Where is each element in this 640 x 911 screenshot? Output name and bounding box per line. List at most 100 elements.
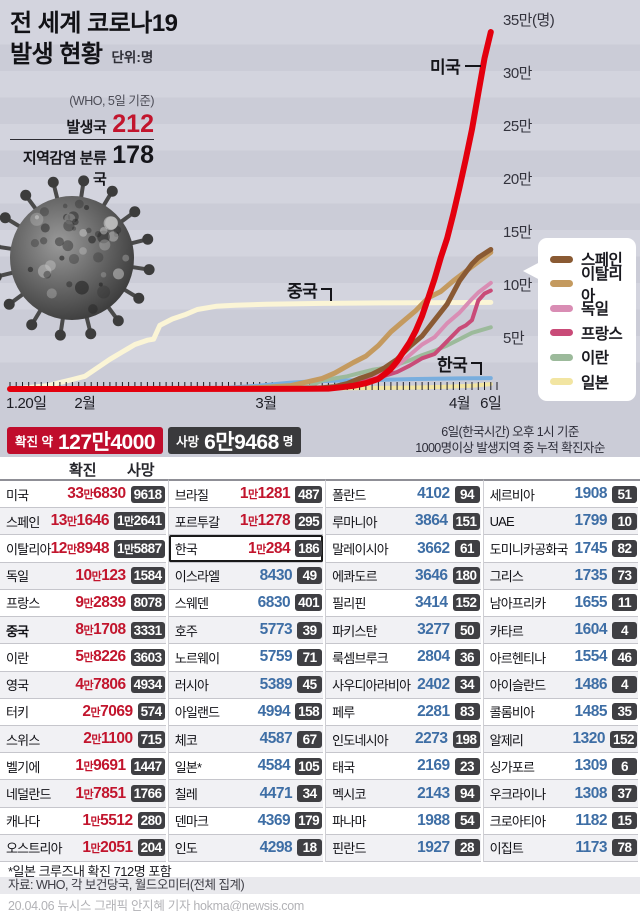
confirmed-count: 1604 xyxy=(574,621,608,639)
deaths-total-label: 사망 xyxy=(176,435,200,449)
death-count-badge: 151 xyxy=(452,512,480,530)
confirmed-count: 12만8948 xyxy=(50,539,110,557)
x-axis-tick: 3월 xyxy=(255,395,277,412)
country-name: 멕시코 xyxy=(332,787,366,803)
confirmed-count: 2804 xyxy=(417,648,450,666)
country-name: 콜롬비아 xyxy=(489,705,535,721)
country-name: 도미니카공화국 xyxy=(489,542,569,558)
death-count-badge: 6 xyxy=(612,757,637,775)
table-row: 말레이시아 3662 61 xyxy=(326,535,481,563)
table-row: 중국 8만1708 3331 xyxy=(0,617,166,645)
country-statistics-table: 미국 33만6830 9618 스페인 13만1646 1만2641 이탈리아 12만8948… xyxy=(0,479,640,863)
annotation-usa-label: 미국 xyxy=(430,58,461,77)
legend-label: 이란 xyxy=(581,350,609,368)
death-count-badge: 36 xyxy=(454,648,480,666)
country-name: 칠레 xyxy=(174,787,198,803)
country-name: 남아프리카 xyxy=(489,596,547,612)
country-name: 태국 xyxy=(332,759,355,775)
country-name: 체코 xyxy=(174,732,198,748)
country-name: 루마니아 xyxy=(332,514,377,530)
annotation-usa: 미국 xyxy=(430,53,482,78)
confirmed-count: 2143 xyxy=(417,784,450,802)
country-name: 폴란드 xyxy=(332,487,366,503)
death-count-badge: 8078 xyxy=(130,594,165,612)
annotation-korea-label: 한국 xyxy=(437,356,468,375)
confirmed-count: 5773 xyxy=(259,621,293,639)
legend-swatch xyxy=(550,378,573,386)
confirmed-count: 1173 xyxy=(575,838,607,856)
legend-label: 이탈리아 xyxy=(581,265,623,305)
japan-cruise-footnote: *일본 크루즈내 확진 712명 포함 xyxy=(8,864,172,879)
chart-legend: 스페인 이탈리아 독일 프랑스 이란 일본 xyxy=(523,238,636,401)
y-axis-tick: 35만(명) xyxy=(503,12,555,29)
dash-connector-icon xyxy=(465,64,482,67)
country-name: 파키스탄 xyxy=(332,623,377,639)
country-name: 한국 xyxy=(174,542,198,558)
table-row: 이집트 1173 78 xyxy=(483,834,638,863)
country-name: UAE xyxy=(489,513,515,529)
death-count-badge: 28 xyxy=(454,839,480,857)
death-count-badge: 11 xyxy=(612,594,637,612)
table-row: 아르헨티나 1554 46 xyxy=(483,644,638,672)
death-count-badge: 23 xyxy=(454,757,480,775)
table-group-1: 미국 33만6830 9618 스페인 13만1646 1만2641 이탈리아 12만8948… xyxy=(0,479,168,863)
death-count-badge: 71 xyxy=(297,648,323,666)
y-axis-tick: 10만 xyxy=(503,277,533,294)
confirmed-count: 33만6830 xyxy=(67,485,126,503)
confirmed-count: 10만123 xyxy=(75,566,126,584)
death-count-badge: 61 xyxy=(454,540,480,558)
y-axis-tick: 20만 xyxy=(503,171,533,188)
death-count-badge: 10 xyxy=(612,512,637,530)
table-row: 그리스 1735 73 xyxy=(483,562,638,590)
death-count-badge: 574 xyxy=(137,703,165,721)
confirmed-count: 1485 xyxy=(574,702,608,720)
death-count-badge: 295 xyxy=(295,512,323,530)
confirmed-count: 4102 xyxy=(417,485,450,503)
country-name: 미국 xyxy=(6,487,29,503)
who-stats-box: (WHO, 5일 기준) 발생국 212 지역감염 분류국 178 xyxy=(10,90,155,189)
confirmed-count: 1만5512 xyxy=(82,811,133,829)
death-count-badge: 9618 xyxy=(130,485,165,503)
x-axis-tick: 1.20일 xyxy=(6,395,47,412)
country-name: 이란 xyxy=(6,650,29,666)
confirmed-count: 1308 xyxy=(574,784,608,802)
table-row: 일본* 4584 105 xyxy=(168,753,324,781)
table-row: 포르투갈 1만1278 295 xyxy=(168,508,324,536)
confirmed-count: 4584 xyxy=(257,757,291,775)
table-row: 콜롬비아 1485 35 xyxy=(483,699,638,726)
table-row: 카타르 1604 4 xyxy=(483,617,638,645)
country-name: 중국 xyxy=(6,623,29,639)
table-row: 오스트리아 1만2051 204 xyxy=(0,834,166,863)
confirmed-count: 1486 xyxy=(574,675,608,693)
death-count-badge: 73 xyxy=(612,567,637,585)
country-name: 이탈리아 xyxy=(6,542,51,558)
country-name: 스웨덴 xyxy=(174,596,209,612)
legend-label: 일본 xyxy=(581,374,609,392)
confirmed-count: 2만1100 xyxy=(83,730,133,748)
death-count-badge: 152 xyxy=(452,594,480,612)
table-header: 확진 사망 xyxy=(0,457,640,479)
confirmed-count: 1만7851 xyxy=(75,784,126,802)
country-name: 이집트 xyxy=(489,841,524,857)
country-name: 그리스 xyxy=(489,569,524,585)
table-row: 남아프리카 1655 11 xyxy=(483,590,638,618)
death-count-badge: 180 xyxy=(452,567,480,585)
death-count-badge: 1447 xyxy=(130,757,165,775)
country-name: 포르투갈 xyxy=(174,514,220,530)
page-title: 전 세계 코로나19 발생 현황 단위:명 xyxy=(10,8,178,70)
confirmed-count: 1만9691 xyxy=(75,757,126,775)
confirmed-count: 3646 xyxy=(415,566,448,584)
death-count-badge: 67 xyxy=(297,730,323,748)
death-count-badge: 54 xyxy=(454,812,480,830)
confirmed-count: 4369 xyxy=(257,811,291,829)
death-count-badge: 78 xyxy=(612,839,637,857)
death-count-badge: 82 xyxy=(612,540,637,558)
death-count-badge: 51 xyxy=(612,485,637,503)
death-count-badge: 1만5887 xyxy=(114,539,165,558)
table-row: 이스라엘 8430 49 xyxy=(168,562,324,590)
legend-item: 이탈리아 xyxy=(550,266,636,305)
table-row: 이탈리아 12만8948 1만5887 xyxy=(0,535,166,563)
confirmed-count: 3662 xyxy=(417,539,450,557)
death-count-badge: 4 xyxy=(612,621,637,639)
table-row: 프랑스 9만2839 8078 xyxy=(0,590,166,618)
